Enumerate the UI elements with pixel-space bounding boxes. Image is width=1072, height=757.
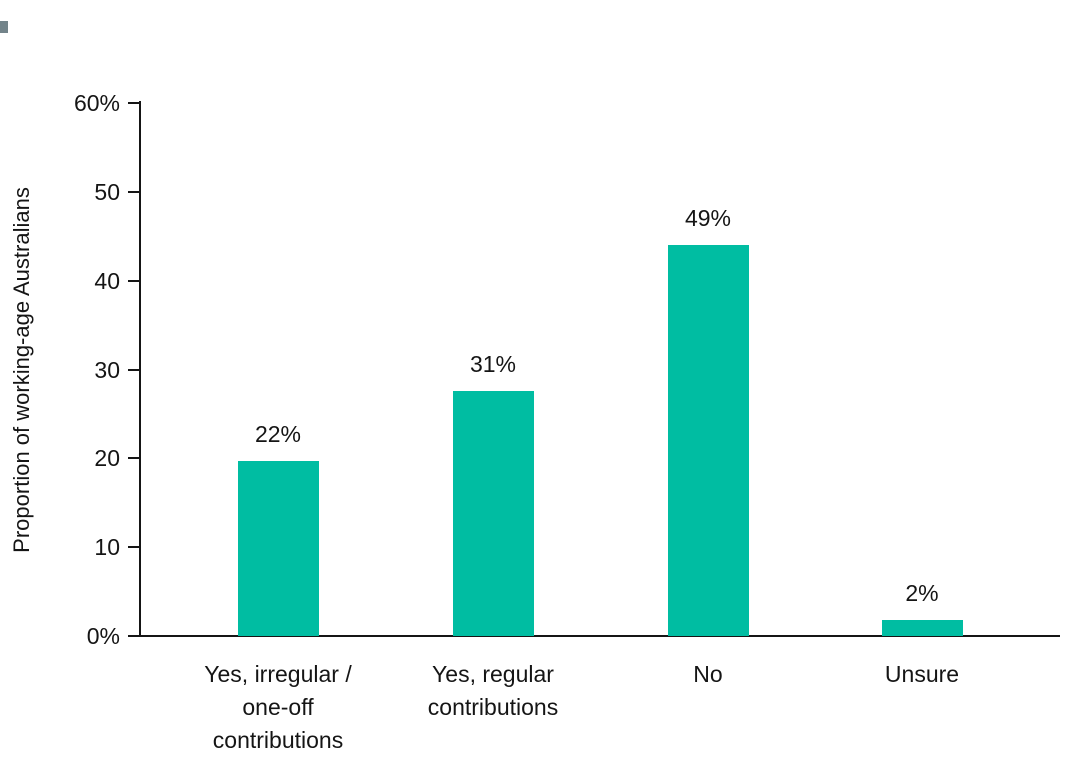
x-category-label: No xyxy=(693,661,723,687)
y-tick-mark xyxy=(128,457,141,459)
y-tick-mark xyxy=(128,369,141,371)
y-tick-mark xyxy=(128,102,141,104)
y-tick-label: 30 xyxy=(94,357,120,383)
bar xyxy=(237,461,319,636)
y-tick-label: 20 xyxy=(94,445,120,471)
y-tick-label: 0% xyxy=(86,623,120,649)
y-tick-label: 60% xyxy=(73,90,120,116)
y-tick-label: 40 xyxy=(94,268,120,294)
x-category-label: Yes, irregular / one-off contributions xyxy=(204,661,352,753)
bar-value-label: 31% xyxy=(469,351,517,377)
x-category-label: Yes, regular contributions xyxy=(427,661,559,720)
bar xyxy=(667,245,749,636)
y-tick-mark xyxy=(128,635,141,637)
bar-value-label: 2% xyxy=(905,580,939,606)
bar-value-label: 22% xyxy=(254,421,302,447)
x-axis-line xyxy=(128,635,1060,637)
y-tick-mark xyxy=(128,546,141,548)
bar-value-label: 49% xyxy=(684,205,732,231)
bar xyxy=(452,391,534,636)
corner-artifact xyxy=(0,21,8,33)
x-category-label: Unsure xyxy=(884,661,960,687)
y-tick-label: 10 xyxy=(94,534,120,560)
y-tick-label: 50 xyxy=(94,179,120,205)
y-tick-mark xyxy=(128,191,141,193)
y-tick-mark xyxy=(128,280,141,282)
bar xyxy=(881,620,963,636)
